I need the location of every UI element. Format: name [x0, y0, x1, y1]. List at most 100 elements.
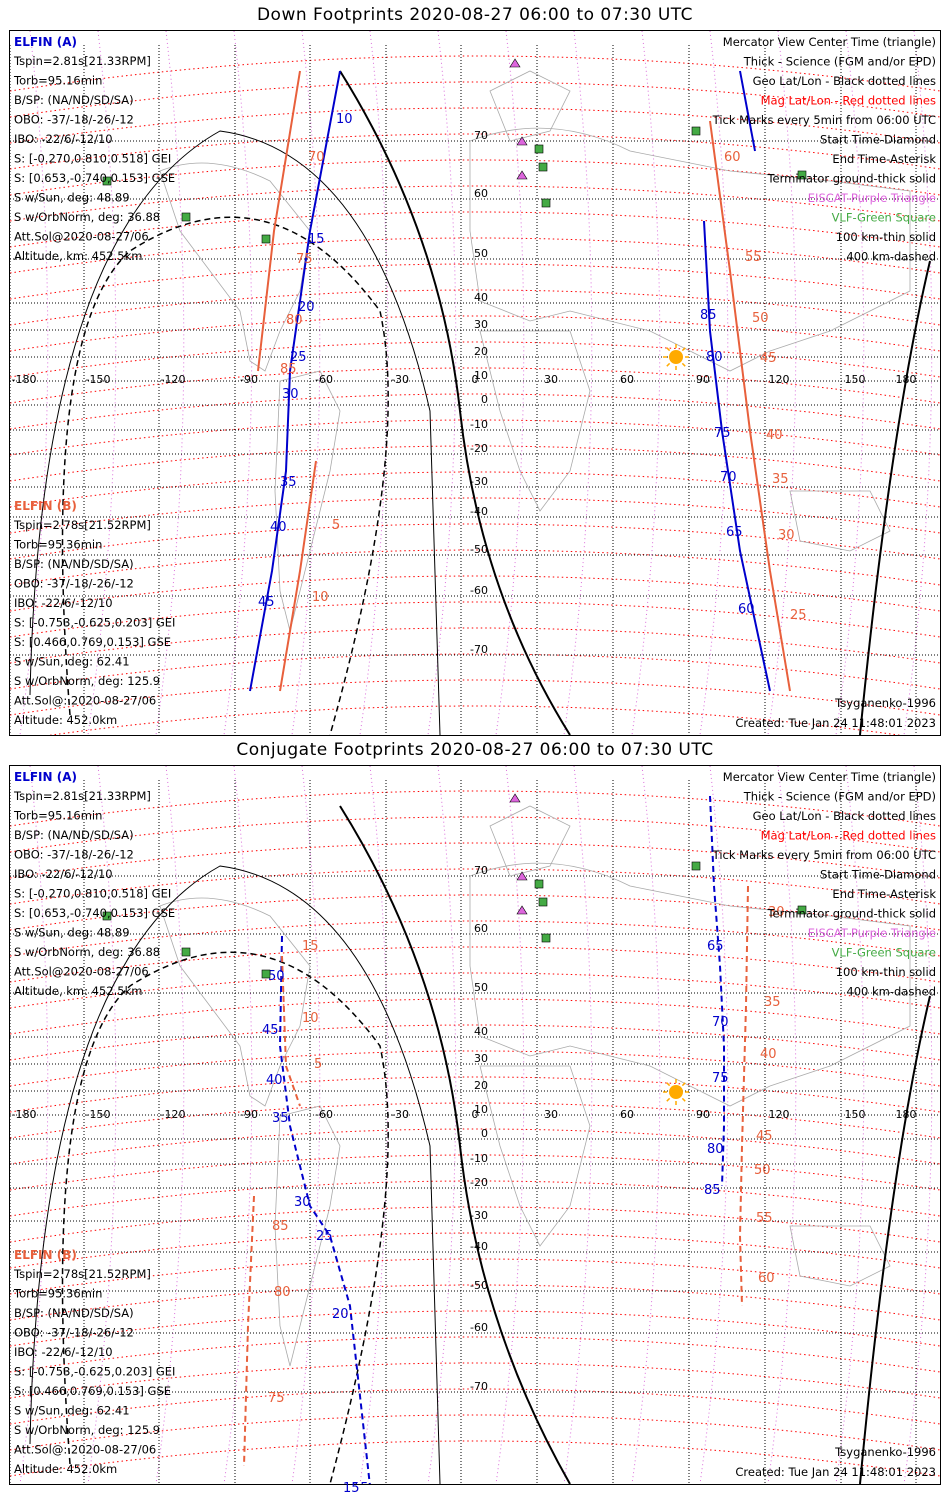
elfin-b-tick-label: 40	[760, 1047, 777, 1062]
elfin-a-tick-label: 65	[707, 939, 724, 954]
mag-lon-line	[427, 765, 457, 1485]
elfin-b-tick-label: 85	[272, 1219, 289, 1234]
mag-lat-line	[9, 653, 941, 690]
elfin-b-track	[279, 460, 317, 692]
mag-lat-line	[9, 920, 941, 957]
elfin-b-info-line: S w/Sun, deg: 62.41	[14, 1404, 130, 1418]
mag-lon-line	[699, 30, 729, 736]
lon-tick-label: -150	[86, 373, 111, 386]
lat-tick-label: -10	[470, 1152, 488, 1165]
elfin-b-info-line: S w/OrbNorm, deg: 125.9	[14, 1423, 160, 1437]
legend-line: Thick - Science (FGM and/or EPD)	[743, 55, 936, 69]
lon-tick-label: 120	[769, 1108, 790, 1121]
elfin-b-track	[738, 885, 749, 1307]
mag-lat-line	[9, 705, 941, 742]
legend-line: Thick - Science (FGM and/or EPD)	[743, 790, 936, 804]
elfin-a-info-line: Torb=95.16min	[13, 809, 102, 823]
vlf-square-icon	[261, 969, 271, 979]
map-panel-conjugate: -180 -150 -120 -90 -60 -30 0 30 60 90 120 150 180 70 6…	[9, 765, 941, 1496]
lat-tick-label: 30	[474, 318, 488, 331]
continent-outline	[469, 862, 911, 1107]
elfin-b-tick-label: 75	[268, 1391, 285, 1406]
elfin-a-info-line: S: [-0.270,0.810,0.518] GEI	[14, 887, 171, 901]
legend-line: End Time-Asterisk	[832, 887, 936, 901]
lat-tick-label: 60	[474, 922, 488, 935]
lat-tick-label: 70	[474, 129, 488, 142]
elfin-a-info-line: S w/Sun, deg: 48.89	[14, 191, 130, 205]
elfin-a-tick-label: 15	[308, 232, 325, 247]
lat-tick-label: -30	[470, 475, 488, 488]
legend-line: Geo Lat/Lon - Black dotted lines	[753, 74, 936, 88]
created-label: Created: Tue Jan 24 11:48:01 2023	[735, 1465, 936, 1479]
elfin-b-tick-label: 75	[296, 252, 313, 267]
lon-tick-label: 150	[845, 373, 866, 386]
mag-lat-line	[9, 946, 941, 983]
mag-lat-line	[9, 790, 941, 827]
legend-line: Tick Marks every 5min from 06:00 UTC	[712, 848, 936, 862]
elfin-a-tick-label: 35	[272, 1111, 289, 1126]
vlf-square-icon	[102, 176, 112, 186]
elfin-a-track	[703, 220, 771, 692]
elfin-b-tick-label: 45	[756, 1129, 773, 1144]
elfin-a-track	[278, 935, 371, 1487]
legend-line: Geo Lat/Lon - Black dotted lines	[753, 809, 936, 823]
elfin-b-info-line: OBO: -37/-18/-26/-12	[14, 577, 134, 591]
continent-outline	[489, 805, 571, 877]
lat-tick-label: 60	[474, 187, 488, 200]
mag-lat-line	[9, 1284, 941, 1321]
lat-tick-label: 40	[474, 1025, 488, 1038]
vlf-square-icon	[691, 126, 701, 136]
mag-lat-line	[9, 816, 941, 853]
lat-tick-label: 10	[474, 369, 488, 382]
elfin-b-track	[243, 1195, 255, 1467]
elfin-b-track	[281, 955, 301, 1107]
map-canvas-down: -180 -150 -120 -90 -60 -30 0 30 60 90 120 150 180706…	[9, 30, 941, 742]
sun-ray	[666, 347, 671, 352]
mag-lat-line	[9, 1076, 941, 1113]
elfin-a-tick-label: 20	[332, 1307, 349, 1322]
mag-lat-line	[9, 575, 941, 612]
mag-lon-line	[767, 765, 797, 1485]
elfin-a-tick-label: 85	[700, 308, 717, 323]
lat-tick-label: -40	[470, 505, 488, 518]
lon-tick-label: 0	[472, 1108, 479, 1121]
mag-lon-line	[87, 30, 117, 736]
legend-line: 100 km-thin solid	[836, 230, 936, 244]
legend-line: Mag Lat/Lon - Red dotted lines	[761, 829, 936, 843]
elfin-a-info-line: B/SP: (NA/ND/SD/SA)	[14, 93, 134, 107]
sun-ray	[681, 1097, 686, 1102]
terminator-line-east	[859, 995, 931, 1485]
elfin-b-info-line: Att.Sol@: 2020-08-27/06	[14, 694, 156, 708]
mag-lat-line	[9, 1180, 941, 1217]
elfin-a-info-line: S: [0.653,-0.740,0.153] GSE	[14, 171, 175, 185]
elfin-a-tick-label: 70	[712, 1015, 729, 1030]
lon-tick-label: -30	[391, 1108, 409, 1121]
elfin-a-tick-label: 25	[316, 1229, 333, 1244]
eiscat-triangle-icon	[516, 905, 528, 915]
elfin-a-tick-label: 45	[262, 1023, 279, 1038]
elfin-b-tick-label: 35	[772, 472, 789, 487]
elfin-b-tick-label: 60	[758, 1271, 775, 1286]
elfin-b-tick-label: 60	[724, 150, 741, 165]
lat-tick-label: 70	[474, 864, 488, 877]
lat-tick-label: -40	[470, 1240, 488, 1253]
mag-lat-line	[9, 842, 941, 879]
sun-ray	[681, 347, 686, 352]
terminator-line-east	[859, 260, 931, 736]
mag-lon-line	[631, 30, 661, 736]
sun-ray	[681, 362, 686, 367]
continent-outline	[479, 330, 591, 512]
elfin-a-tick-label: 85	[704, 1183, 721, 1198]
elfin-a-tick-label: 10	[336, 112, 353, 127]
elfin-a-info-line: Altitude, km: 452.5km	[14, 249, 142, 263]
elfin-a-info-line: Tspin=2.81s[21.33RPM]	[13, 789, 151, 803]
mag-lon-line	[699, 765, 729, 1485]
elfin-a-info-line: Tspin=2.81s[21.33RPM]	[13, 54, 151, 68]
lon-tick-label: 120	[769, 373, 790, 386]
elfin-a-tick-label: 40	[270, 520, 287, 535]
elfin-a-info-line: B/SP: (NA/ND/SD/SA)	[14, 828, 134, 842]
mag-lat-line	[9, 263, 941, 300]
map-canvas-conjugate: -180 -150 -120 -90 -60 -30 0 30 60 90 120 150 180706…	[9, 765, 941, 1496]
eiscat-triangle-icon	[509, 58, 521, 68]
mag-lat-line	[9, 998, 941, 1035]
